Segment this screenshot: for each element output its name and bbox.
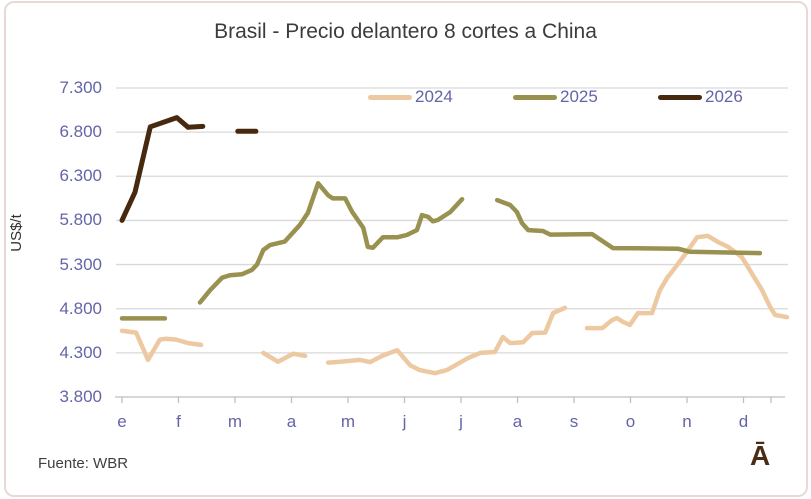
x-axis-tick-label: j [459, 412, 463, 431]
y-axis-tick-label: 3.800 [59, 387, 102, 406]
y-axis-tick-label: 4.300 [59, 342, 102, 362]
series-2024-line [325, 305, 568, 376]
x-axis-tick-label: a [512, 412, 523, 431]
legend-swatch-2025 [513, 94, 557, 100]
y-axis-tick-label: 6.800 [59, 122, 102, 142]
y-axis-tick-label: 4.800 [59, 298, 102, 318]
legend-swatch-2024 [368, 94, 412, 100]
series-2025-line [494, 197, 763, 256]
legend-swatch-2026 [658, 94, 702, 100]
series-2024-line [119, 328, 204, 363]
y-axis-title: US$/t [8, 214, 25, 252]
x-axis-tick-label: o [625, 412, 636, 431]
legend-label: 2024 [415, 87, 453, 106]
x-axis-tick-label: j [402, 412, 407, 431]
y-axis-tick-label: 6.300 [59, 166, 102, 186]
series-2025-line [197, 181, 465, 305]
x-axis-tick-label: e [117, 412, 127, 431]
chart-title: Brasil - Precio delantero 8 cortes a Chi… [214, 20, 597, 43]
y-axis-tick-label: 5.800 [59, 210, 102, 230]
x-axis-tick-label: a [286, 412, 297, 431]
legend-item-2024: 2024 [368, 88, 453, 106]
x-axis-tick-label: s [569, 412, 579, 431]
legend-label: 2026 [705, 87, 743, 106]
y-axis-tick-label: 7.300 [59, 78, 102, 97]
legend-item-2026: 2026 [658, 88, 743, 106]
source-note: Fuente: WBR [38, 455, 129, 472]
series-2024-line [584, 233, 790, 331]
legend-item-2025: 2025 [513, 88, 598, 106]
x-axis-tick-label: f [176, 412, 181, 431]
x-axis-tick-label: d [738, 412, 749, 431]
x-axis-tick-label: m [227, 412, 243, 431]
x-axis-tick-label: m [340, 412, 356, 431]
y-axis-tick-label: 5.300 [59, 254, 102, 274]
legend-label: 2025 [560, 87, 598, 106]
series-2026-line [119, 115, 206, 223]
brand-logo-glyph: Ā [750, 440, 771, 471]
series-2024-line [261, 350, 308, 364]
x-axis-tick-label: n [682, 412, 692, 431]
